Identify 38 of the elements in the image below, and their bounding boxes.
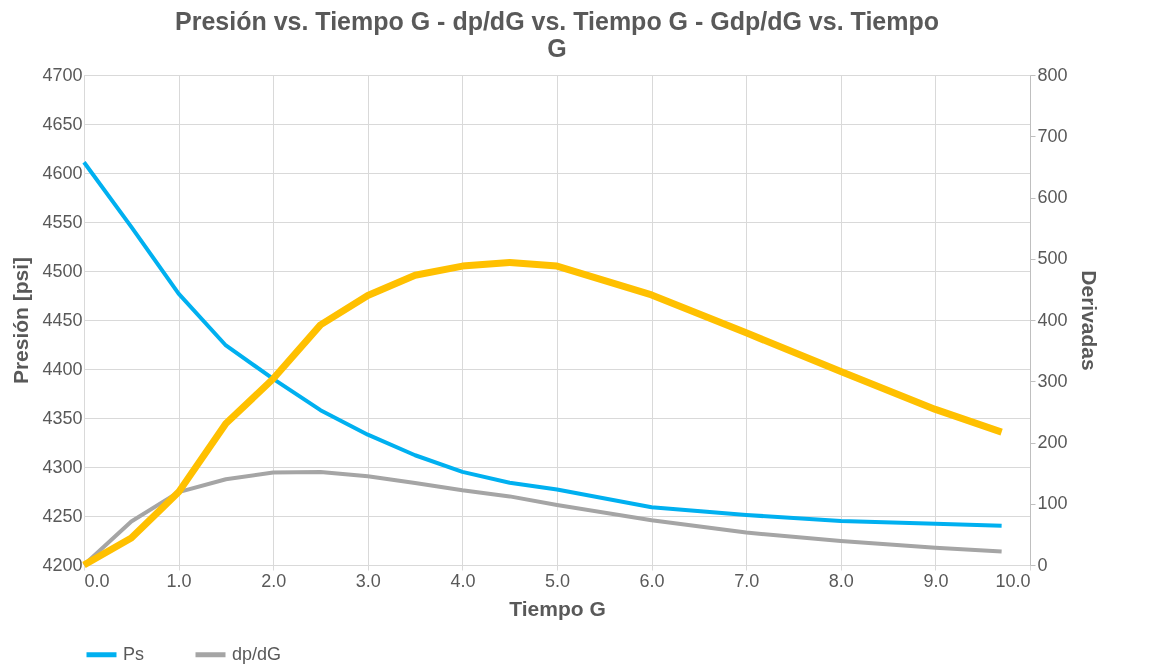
x-tick-label: 0.0	[84, 570, 110, 591]
y-axis-title: Presión [psi]	[9, 256, 33, 385]
y2-tick-label: 400	[1037, 309, 1068, 330]
x-tick-label: 9.0	[923, 570, 949, 591]
y2-tick-label: 200	[1037, 432, 1068, 452]
legend-label: dp/dG	[232, 643, 282, 664]
x-tick-label: 6.0	[639, 570, 665, 591]
y-tick-label: 4450	[42, 309, 83, 330]
y-tick-label: 4650	[42, 113, 83, 134]
y2-tick-label: 700	[1037, 125, 1068, 146]
legend-label: Ps	[123, 643, 145, 664]
x-tick-label: 5.0	[544, 570, 571, 591]
y-tick-label: 4350	[42, 407, 83, 428]
x-tick-label: 10.0	[995, 570, 1031, 591]
y2-tick-label: 300	[1037, 370, 1068, 391]
y2-tick-label: 100	[1037, 493, 1068, 514]
line-series	[82, 160, 1004, 528]
x-axis-title: Tiempo G	[509, 596, 606, 620]
y2-tick-label: 0	[1037, 554, 1048, 575]
x-tick-label: 7.0	[734, 570, 760, 591]
y2-tick-label: 800	[1037, 64, 1068, 85]
y-tick-label: 4300	[42, 456, 83, 477]
chart-title: Presión vs. Tiempo G - dp/dG vs. Tiempo G - Gdp/dG vs. Tiempo G	[174, 7, 940, 62]
y-tick-label: 4400	[42, 358, 83, 379]
y-tick-label: 4550	[42, 211, 83, 232]
y-tick-label: 4700	[42, 64, 83, 85]
x-tick-label: 3.0	[355, 570, 381, 591]
y2-axis-title: Derivadas	[1077, 270, 1101, 371]
y2-tick-label: 600	[1037, 187, 1068, 207]
y-tick-label: 4600	[42, 162, 83, 183]
y-tick-label: 4250	[42, 505, 83, 526]
x-tick-label: 8.0	[828, 570, 854, 591]
y2-tick-label: 500	[1037, 248, 1068, 269]
y-tick-label: 4500	[42, 260, 83, 281]
x-tick-label: 4.0	[450, 570, 476, 591]
x-tick-label: 2.0	[261, 570, 287, 591]
x-tick-label: 1.0	[166, 570, 192, 591]
y-tick-label: 4200	[42, 554, 83, 575]
